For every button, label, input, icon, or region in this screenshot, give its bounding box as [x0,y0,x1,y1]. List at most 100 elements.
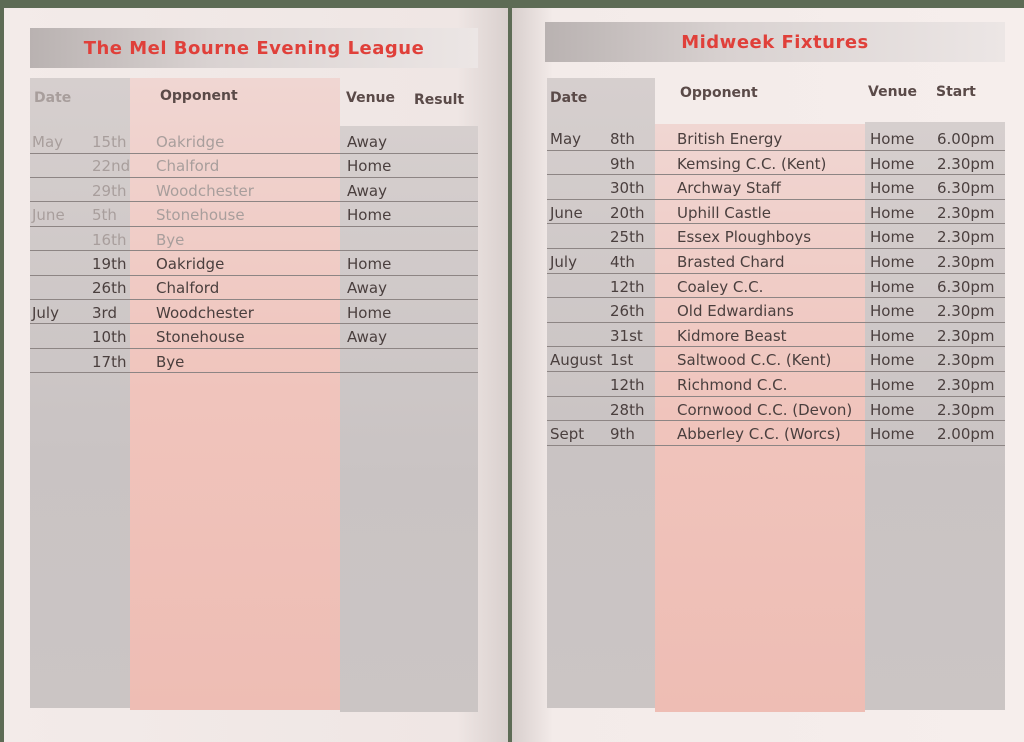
fixture-venue: Home [870,326,915,345]
fixture-venue: Home [347,303,392,322]
fixture-row: 17th Bye [30,349,478,374]
fixture-day: 12th [610,376,645,394]
fixture-month: June [550,203,583,222]
fixture-opponent: Oakridge [156,133,225,151]
fixture-row: July 4th Brasted Chard Home 2.30pm [547,249,1005,274]
fixture-opponent: Brasted Chard [677,253,785,271]
fixture-start: 6.30pm [937,277,995,296]
left-header-date: Date [34,90,72,106]
fixture-opponent: Abberley C.C. (Worcs) [677,425,841,444]
fixture-day: 26th [92,279,127,298]
fixture-month: August [550,351,603,370]
fixture-opponent: Kidmore Beast [677,326,787,345]
fixture-row: 19th Oakridge Home [30,251,478,276]
fixture-venue: Home [347,206,392,225]
fixture-opponent: Essex Ploughboys [677,228,812,247]
fixture-day: 10th [92,328,127,347]
fixture-venue: Home [870,425,915,444]
fixture-opponent: Richmond C.C. [677,376,788,394]
fixture-start: 2.30pm [937,302,995,321]
fixture-row: 9th Kemsing C.C. (Kent) Home 2.30pm [547,151,1005,176]
fixture-start: 2.30pm [937,203,995,222]
fixture-row: 12th Richmond C.C. Home 2.30pm [547,372,1005,397]
fixture-day: 1st [610,351,634,370]
fixture-venue: Away [347,133,387,151]
fixture-row: 28th Cornwood C.C. (Devon) Home 2.30pm [547,397,1005,422]
fixture-opponent: Stonehouse [156,328,245,347]
fixture-day: 30th [610,179,645,198]
fixture-opponent: Chalford [156,157,220,176]
right-header-venue: Venue [868,84,917,100]
fixture-day: 15th [92,133,127,151]
fixture-opponent: Bye [156,230,185,249]
fixture-row: August 1st Saltwood C.C. (Kent) Home 2.30pm [547,347,1005,372]
fixture-row: 30th Archway Staff Home 6.30pm [547,175,1005,200]
fixture-row: June 20th Uphill Castle Home 2.30pm [547,200,1005,225]
left-title: The Mel Bourne Evening League [83,37,425,59]
fixture-day: 3rd [92,303,117,322]
fixture-venue: Home [870,400,915,419]
fixture-month: Sept [550,425,585,444]
left-venue-band [340,126,478,712]
fixture-venue: Home [347,157,392,176]
fixture-start: 2.30pm [937,376,995,394]
fixture-day: 5th [92,206,117,225]
fixture-start: 2.30pm [937,351,995,370]
fixture-start: 2.30pm [937,228,995,247]
fixture-start: 2.30pm [937,326,995,345]
fixture-start: 2.30pm [937,253,995,271]
fixture-row: Sept 9th Abberley C.C. (Worcs) Home 2.00pm [547,421,1005,446]
fixture-opponent: Stonehouse [156,206,245,225]
fixture-opponent: Oakridge [156,255,225,273]
left-opponent-band [130,78,340,710]
fixture-opponent: Chalford [156,279,220,298]
fixture-opponent: Old Edwardians [677,302,794,321]
fixture-day: 17th [92,352,127,371]
left-header-venue: Venue [346,90,395,106]
right-opponent-band [655,124,865,712]
fixture-venue: Home [870,179,915,198]
fixture-day: 19th [92,255,127,273]
fixture-venue: Home [870,130,915,148]
right-title: Midweek Fixtures [681,31,869,53]
fixture-row: June 5th Stonehouse Home [30,202,478,227]
fixture-venue: Away [347,279,387,298]
fixture-month: July [32,303,59,322]
fixture-venue: Home [870,376,915,394]
fixture-start: 6.00pm [937,130,995,148]
fixture-day: 20th [610,203,645,222]
fixture-row: 10th Stonehouse Away [30,324,478,349]
right-header-date: Date [550,90,588,106]
fixture-venue: Home [870,253,915,271]
fixture-row: 29th Woodchester Away [30,178,478,203]
fixture-start: 2.30pm [937,154,995,173]
fixture-start: 2.00pm [937,425,995,444]
fixture-month: June [32,206,65,225]
left-header-result: Result [414,92,465,108]
fixture-opponent: Saltwood C.C. (Kent) [677,351,832,370]
fixture-venue: Away [347,328,387,347]
left-title-bar: The Mel Bourne Evening League [30,28,478,68]
right-header-start: Start [936,84,976,100]
fixture-row: May 15th Oakridge Away [30,129,478,154]
fixture-venue: Home [870,154,915,173]
left-header-opponent: Opponent [160,88,238,104]
right-date-band [547,78,655,708]
fixture-opponent: Bye [156,352,185,371]
fixture-row: 31st Kidmore Beast Home 2.30pm [547,323,1005,348]
fixture-day: 8th [610,130,635,148]
fixture-day: 22nd [92,157,131,176]
fixture-venue: Home [870,351,915,370]
fixture-row: July 3rd Woodchester Home [30,300,478,325]
fixture-day: 4th [610,253,635,271]
fixture-venue: Home [870,302,915,321]
fixture-day: 26th [610,302,645,321]
fixture-row: 16th Bye [30,227,478,252]
fixture-opponent: Uphill Castle [677,203,772,222]
fixture-day: 12th [610,277,645,296]
fixture-opponent: British Energy [677,130,783,148]
fixture-row: 12th Coaley C.C. Home 6.30pm [547,274,1005,299]
fixture-day: 29th [92,181,127,200]
fixture-venue: Home [870,277,915,296]
fixture-day: 31st [610,326,643,345]
